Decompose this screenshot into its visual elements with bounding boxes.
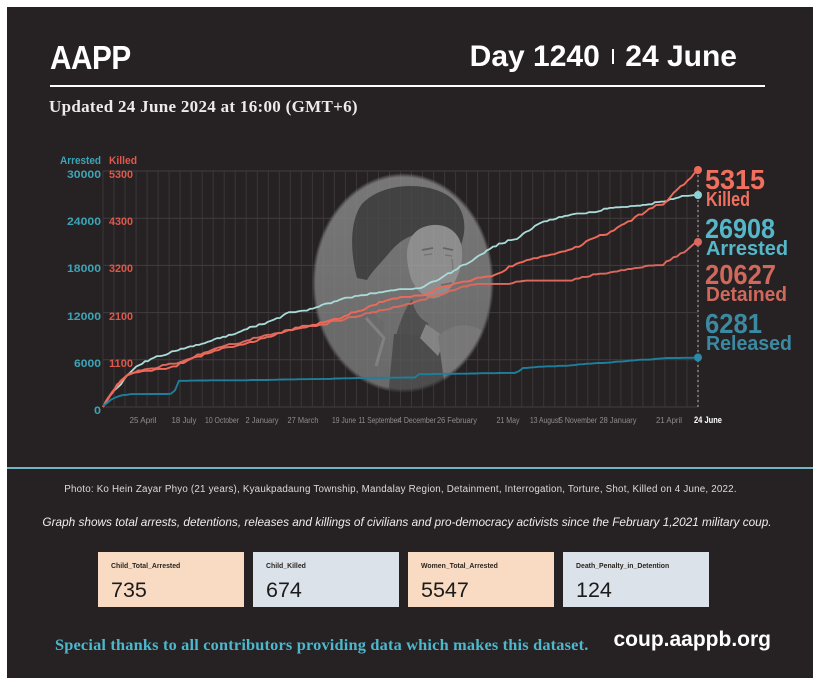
svg-text:6281: 6281 (705, 308, 762, 339)
svg-text:24 June: 24 June (694, 415, 722, 425)
svg-text:Killed: Killed (109, 155, 137, 167)
svg-text:20627: 20627 (705, 259, 776, 290)
svg-text:Arrested: Arrested (60, 155, 101, 167)
svg-text:Killed: Killed (706, 188, 750, 211)
svg-text:6000: 6000 (74, 358, 101, 370)
svg-text:3200: 3200 (109, 263, 133, 275)
svg-text:11 September: 11 September (359, 415, 400, 425)
svg-text:Arrested: Arrested (706, 237, 788, 260)
svg-text:21 May: 21 May (497, 415, 521, 425)
svg-text:Released: Released (706, 332, 792, 355)
svg-text:13 August: 13 August (530, 415, 561, 425)
svg-text:5300: 5300 (109, 169, 133, 181)
svg-text:1100: 1100 (109, 358, 133, 370)
svg-text:12000: 12000 (67, 311, 101, 323)
svg-text:10 October: 10 October (205, 415, 239, 425)
svg-text:18 July: 18 July (172, 415, 198, 425)
svg-text:4300: 4300 (109, 216, 133, 228)
svg-text:5315: 5315 (705, 164, 765, 195)
svg-text:27 March: 27 March (288, 415, 319, 425)
svg-text:26 February: 26 February (437, 415, 478, 425)
svg-text:28 January: 28 January (600, 415, 638, 425)
svg-text:2 January: 2 January (246, 415, 280, 425)
svg-text:5 November: 5 November (559, 415, 597, 425)
svg-text:0: 0 (94, 405, 101, 417)
svg-text:4 December: 4 December (398, 415, 436, 425)
svg-text:21 April: 21 April (656, 415, 682, 425)
svg-text:30000: 30000 (67, 169, 101, 181)
svg-text:Detained: Detained (706, 283, 787, 306)
svg-text:25 April: 25 April (130, 415, 157, 425)
svg-text:24000: 24000 (67, 216, 101, 228)
svg-text:26908: 26908 (705, 213, 775, 244)
svg-text:2100: 2100 (109, 311, 133, 323)
svg-text:19 June: 19 June (332, 415, 356, 425)
svg-text:18000: 18000 (67, 263, 101, 275)
